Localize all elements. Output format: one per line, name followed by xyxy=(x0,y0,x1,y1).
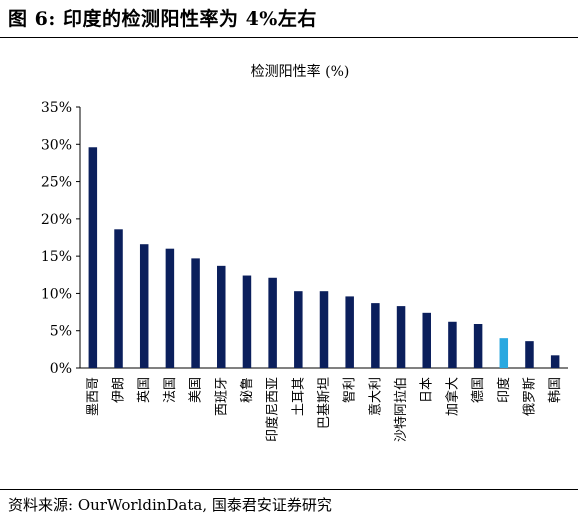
y-tick-label: 10% xyxy=(41,286,72,302)
x-tick-label: 伊朗 xyxy=(112,377,127,403)
y-tick-label: 35% xyxy=(41,100,72,116)
x-tick-label: 加拿大 xyxy=(444,377,460,416)
bar xyxy=(448,321,457,368)
x-tick-label: 印度尼西亚 xyxy=(265,377,281,442)
bar xyxy=(345,296,354,368)
y-tick-label: 5% xyxy=(50,324,72,340)
x-tick-labels: 墨西哥 伊朗 英国 法国 美国 西班牙 秘鲁 印度尼西亚 土耳其 巴基斯坦 智利 意大利 沙特阿拉伯 日本… xyxy=(86,377,563,442)
chart-title: 检测阳性率 (%) xyxy=(251,63,350,80)
x-tick-label: 法国 xyxy=(163,377,178,403)
figure-title: 图 6: 印度的检测阳性率为 4%左右 xyxy=(8,8,317,30)
bar xyxy=(319,291,329,368)
bar xyxy=(217,265,226,368)
bar xyxy=(191,258,200,368)
x-tick-label: 印度 xyxy=(496,377,512,403)
bar xyxy=(242,275,252,368)
bar xyxy=(499,338,509,368)
y-tick-label: 15% xyxy=(41,249,72,265)
bar xyxy=(165,248,175,368)
y-tick-label: 25% xyxy=(41,175,72,191)
source-note: 资料来源: OurWorldinData, 国泰君安证券研究 xyxy=(8,496,332,514)
bar xyxy=(294,291,303,368)
bar xyxy=(550,355,560,368)
y-tick-label: 0% xyxy=(50,361,72,377)
x-tick-label: 美国 xyxy=(189,377,204,403)
x-tick-label: 智利 xyxy=(343,377,358,403)
x-tick-label: 巴基斯坦 xyxy=(317,377,332,429)
bar xyxy=(396,306,406,368)
x-tick-label: 西班牙 xyxy=(214,377,229,416)
bar xyxy=(268,277,277,368)
x-tick-label: 英国 xyxy=(137,377,152,403)
x-tick-label: 韩国 xyxy=(548,377,563,403)
bottom-rule xyxy=(0,489,578,490)
x-tick-label: 沙特阿拉伯 xyxy=(394,377,409,442)
bar-chart: 检测阳性率 (%) 0% 5% 10% 15% 20% 25% 30% 35% 墨西哥 伊朗 英国… xyxy=(41,63,568,442)
bar xyxy=(371,303,380,368)
bar xyxy=(139,244,149,368)
bar xyxy=(525,341,534,368)
bar xyxy=(473,324,483,368)
bars xyxy=(88,147,560,368)
y-axis: 0% 5% 10% 15% 20% 25% 30% 35% xyxy=(41,100,81,377)
y-tick-label: 30% xyxy=(41,137,72,153)
x-tick-label: 俄罗斯 xyxy=(522,377,537,416)
x-tick-label: 墨西哥 xyxy=(86,377,101,416)
x-tick-label: 日本 xyxy=(420,377,435,403)
x-tick-label: 德国 xyxy=(471,377,486,403)
bar xyxy=(88,147,98,368)
x-tick-label: 秘鲁 xyxy=(240,377,255,403)
top-rule xyxy=(0,37,578,38)
bar xyxy=(114,229,123,368)
x-tick-label: 意大利 xyxy=(367,377,383,416)
x-tick-label: 土耳其 xyxy=(291,377,306,416)
y-tick-label: 20% xyxy=(41,212,72,228)
bar xyxy=(422,312,431,368)
